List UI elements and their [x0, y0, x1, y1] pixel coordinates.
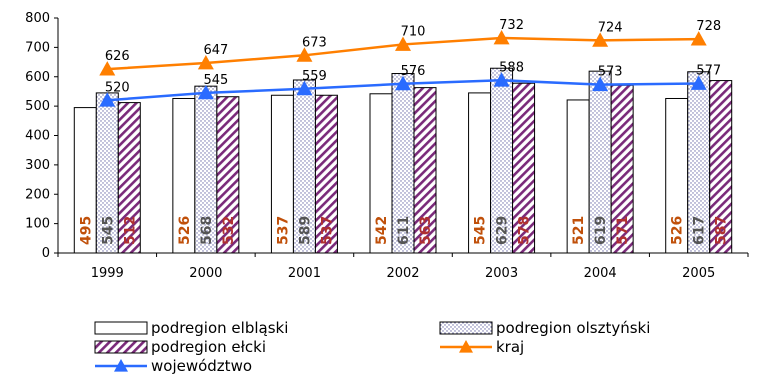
bar-value-label: 545: [100, 216, 116, 245]
bar: [413, 87, 437, 254]
line-marker: [395, 75, 411, 91]
line-value-label: 647: [203, 43, 228, 58]
y-tick-label: 600: [25, 70, 50, 85]
bar-value-label: 542: [374, 216, 390, 245]
x-tick-label: 1999: [91, 266, 124, 281]
legend-marker: [459, 340, 473, 353]
bar-value-label: 537: [275, 216, 291, 245]
line-value-label: 545: [203, 73, 228, 88]
line-marker: [493, 72, 510, 87]
legend-marker: [114, 359, 128, 372]
bar-value-label: 617: [692, 216, 708, 245]
bar: [216, 96, 240, 254]
bar-value-label: 545: [473, 216, 489, 245]
x-tick-label: 2002: [386, 266, 419, 281]
x-tick-label: 2005: [682, 266, 715, 281]
bar-value-label: 563: [418, 216, 434, 245]
bar-value-label: 629: [495, 216, 511, 245]
line-marker: [592, 76, 609, 92]
line-value-label: 520: [105, 80, 130, 95]
y-tick-label: 700: [25, 40, 50, 55]
line-value-label: 626: [105, 49, 130, 64]
bar: [314, 94, 338, 254]
line-marker: [296, 80, 313, 96]
bar-value-label: 526: [670, 216, 686, 245]
line-marker: [197, 54, 214, 70]
line-value-label: 573: [598, 65, 623, 80]
line-marker: [690, 31, 707, 46]
bar-value-label: 587: [714, 216, 730, 245]
legend-label: podregion ełcki: [151, 338, 266, 356]
legend-label: podregion olsztyński: [496, 319, 650, 337]
line-marker: [592, 32, 609, 47]
line-value-label: 576: [401, 64, 426, 79]
y-tick-label: 300: [25, 158, 50, 173]
line-marker: [197, 84, 214, 100]
bar-value-label: 526: [177, 216, 193, 245]
legend-swatch: [94, 321, 148, 335]
bar-value-label: 512: [122, 216, 138, 245]
y-tick-label: 500: [25, 99, 50, 114]
bar-value-label: 578: [517, 216, 533, 245]
line-value-label: 724: [598, 20, 623, 35]
x-tick-label: 2001: [288, 266, 321, 281]
line-value-label: 559: [302, 69, 327, 84]
x-tick-label: 2000: [189, 266, 222, 281]
line-marker: [99, 61, 116, 76]
line-marker: [99, 92, 116, 107]
line-marker: [296, 47, 313, 62]
y-tick-label: 200: [25, 187, 50, 202]
bar-value-label: 532: [221, 216, 237, 245]
legend-swatch: [94, 340, 148, 354]
bar-value-label: 589: [297, 216, 313, 245]
legend-label: kraj: [496, 338, 524, 356]
x-tick-label: 2003: [485, 266, 518, 281]
line-value-label: 710: [401, 24, 426, 39]
line-value-label: 732: [499, 18, 524, 33]
line-marker: [493, 29, 510, 45]
bar-value-label: 611: [396, 216, 412, 245]
bar-value-label: 537: [319, 216, 335, 245]
bar-value-label: 619: [593, 216, 609, 245]
y-tick-label: 0: [42, 246, 50, 261]
line-value-label: 673: [302, 35, 327, 50]
bar-value-label: 571: [615, 216, 631, 245]
x-tick-label: 2004: [584, 266, 617, 281]
legend-swatch: [439, 321, 493, 335]
bar-value-label: 495: [78, 216, 94, 245]
line-value-label: 577: [696, 64, 721, 79]
legend-label: województwo: [151, 357, 252, 375]
bar: [512, 82, 536, 254]
bar: [709, 80, 733, 254]
y-tick-label: 800: [25, 11, 50, 26]
line-value-label: 728: [696, 19, 721, 34]
line-marker: [690, 75, 707, 90]
bar-value-label: 568: [199, 216, 215, 245]
line-marker: [395, 36, 411, 51]
y-tick-label: 100: [25, 217, 50, 232]
line-value-label: 588: [499, 60, 524, 75]
y-tick-label: 400: [25, 129, 50, 144]
bar-value-label: 521: [571, 216, 587, 245]
legend-label: podregion elbląski: [151, 319, 288, 337]
bar: [117, 102, 141, 254]
